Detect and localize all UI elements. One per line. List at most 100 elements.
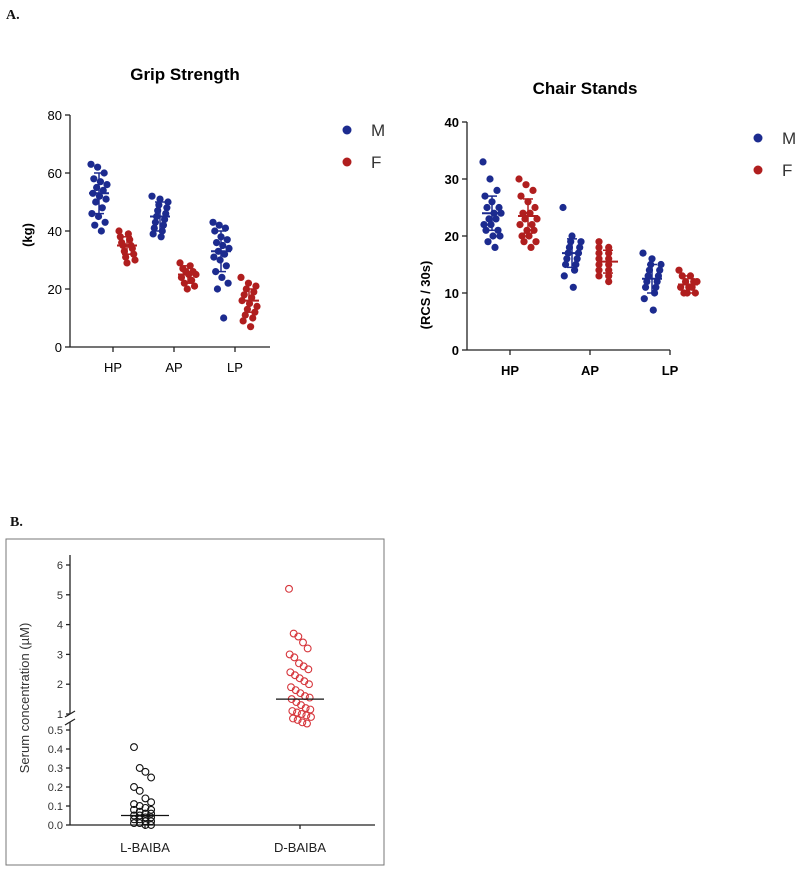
data-point: [237, 273, 245, 281]
y-tick-label: 0: [55, 340, 62, 355]
data-point: [141, 817, 150, 826]
data-point: [307, 713, 315, 721]
data-point: [559, 203, 567, 212]
data-point: [135, 819, 144, 828]
data-point: [285, 584, 293, 593]
data-point: [239, 317, 247, 325]
data-point: [156, 195, 164, 203]
data-point: [290, 653, 299, 662]
data-point: [294, 632, 303, 641]
data-point: [222, 262, 230, 270]
y-tick-label: 80: [48, 108, 62, 123]
x-tick-label: HP: [501, 363, 519, 378]
data-point: [157, 233, 165, 241]
data-point: [645, 266, 654, 274]
data-point: [654, 272, 663, 280]
data-point: [147, 821, 156, 829]
data-point: [211, 227, 219, 235]
data-point: [218, 273, 226, 281]
data-point: [93, 163, 102, 171]
baiba-serum-chart: Serum concentration (µM) 0.0 0.1 0.2 0.3 0.4…: [5, 538, 385, 866]
data-point: [115, 227, 123, 235]
y-tick-label: 60: [48, 166, 62, 181]
chart-title: Grip Strength: [130, 65, 240, 84]
legend-marker: [753, 165, 763, 175]
data-point: [212, 268, 220, 276]
data-point: [577, 238, 585, 246]
data-point: [568, 232, 576, 240]
data-point: [569, 283, 577, 291]
data-point: [225, 244, 233, 252]
data-point: [123, 259, 131, 267]
data-point: [126, 236, 134, 244]
data-point: [220, 250, 229, 258]
data-point: [482, 226, 490, 234]
data-point: [565, 243, 574, 251]
data-point: [528, 221, 536, 229]
data-point: [241, 311, 249, 319]
data-point: [480, 221, 488, 229]
data-point: [122, 253, 130, 261]
data-point: [176, 259, 184, 267]
data-point: [210, 253, 218, 261]
data-point: [141, 809, 150, 818]
y-tick-label: 40: [48, 224, 62, 239]
data-point: [305, 693, 314, 702]
data-point: [560, 272, 568, 280]
legend-label: M: [371, 121, 385, 140]
data-point: [675, 266, 683, 274]
data-point: [656, 266, 664, 274]
data-point: [532, 238, 540, 246]
data-point: [492, 215, 500, 223]
data-point: [220, 314, 228, 322]
data-point: [515, 175, 523, 183]
data-point: [486, 175, 494, 183]
data-point: [531, 203, 539, 212]
data-point: [147, 813, 156, 822]
data-point: [224, 279, 232, 287]
data-point: [94, 212, 103, 221]
y-tick-label: 0: [452, 343, 459, 358]
data-point: [649, 306, 657, 314]
data-point: [120, 247, 128, 255]
data-point: [576, 243, 584, 251]
data-point: [489, 232, 497, 240]
y-tick-label: 10: [445, 286, 459, 301]
data-point: [605, 278, 613, 286]
data-point: [87, 160, 95, 168]
data-point: [135, 786, 144, 795]
data-point: [141, 803, 150, 812]
data-point: [209, 218, 217, 226]
data-point: [147, 773, 156, 782]
panel-label-a: A.: [6, 8, 20, 23]
data-point: [130, 800, 138, 809]
y-axis-label: Serum concentration (µM): [17, 623, 32, 774]
data-point: [657, 260, 665, 269]
data-point: [99, 186, 107, 194]
data-point: [299, 638, 307, 647]
chart-title: Chair Stands: [533, 79, 638, 98]
data-point: [130, 250, 138, 258]
data-point: [496, 232, 504, 240]
data-point: [159, 221, 168, 229]
data-point: [141, 821, 150, 829]
data-point: [484, 238, 492, 246]
data-point: [639, 249, 647, 257]
data-point: [101, 218, 109, 226]
x-tick-label: L-BAIBA: [120, 840, 170, 855]
data-point: [92, 198, 100, 206]
data-point: [572, 260, 580, 269]
data-point: [495, 203, 503, 212]
legend-marker: [342, 125, 352, 135]
data-point: [212, 239, 221, 247]
data-point: [525, 232, 533, 240]
data-point: [91, 221, 99, 229]
data-point: [487, 221, 495, 229]
y-tick-label: 1: [57, 709, 63, 721]
x-tick-label: HP: [104, 360, 122, 375]
data-point: [223, 236, 231, 244]
data-point: [98, 204, 106, 212]
data-point: [253, 302, 261, 310]
data-point: [213, 285, 222, 293]
y-tick-label: 0.1: [48, 801, 63, 813]
